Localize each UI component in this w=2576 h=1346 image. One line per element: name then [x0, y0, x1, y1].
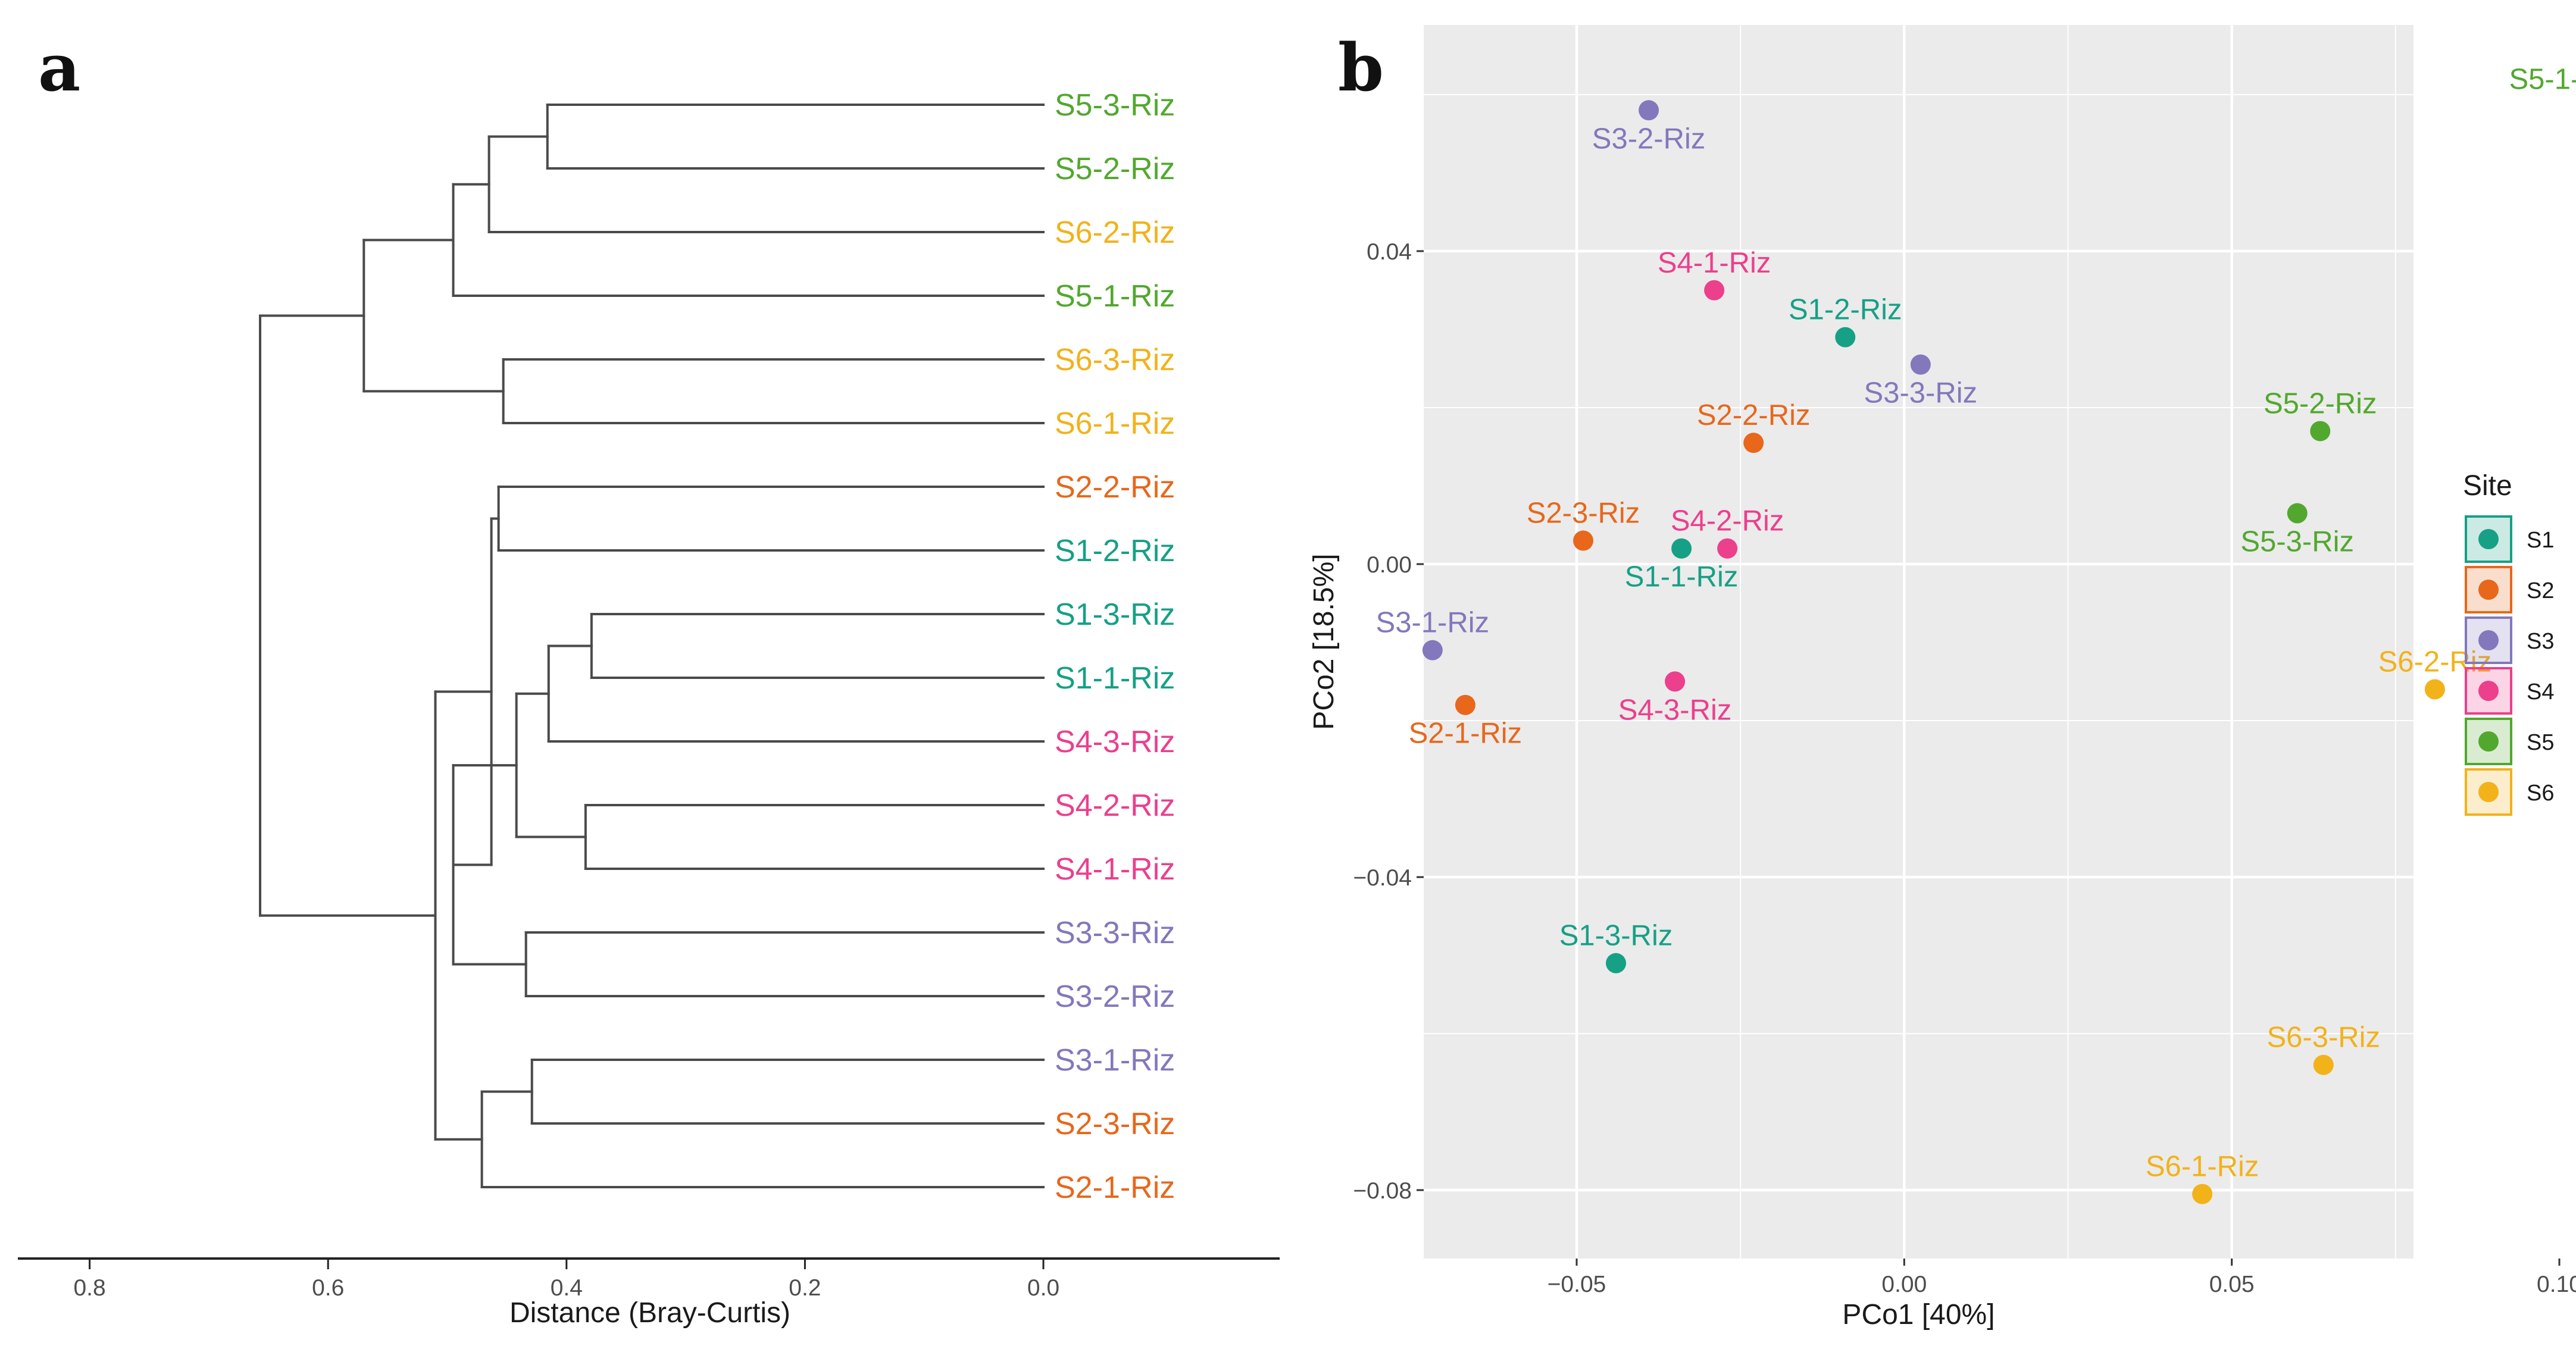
leaf-label: S6-1-Riz	[1055, 406, 1175, 441]
data-point	[1573, 530, 1594, 551]
data-point	[1835, 327, 1856, 348]
x-tick-label: 0.0	[1027, 1275, 1059, 1301]
data-point	[2313, 1054, 2334, 1075]
leaf-label: S6-3-Riz	[1055, 343, 1175, 377]
point-label: S1-2-Riz	[1789, 294, 1902, 326]
leaf-label: S1-1-Riz	[1055, 661, 1175, 696]
x-tick-label: 0.00	[1881, 1272, 1927, 1297]
y-axis-title: PCo2 [18.5%]	[1308, 553, 1340, 730]
legend-key-box	[2465, 616, 2512, 664]
point-label: S1-3-Riz	[1559, 920, 1673, 952]
legend-key-box	[2465, 515, 2512, 563]
data-point	[2192, 1184, 2213, 1204]
leaf-label: S6-2-Riz	[1055, 215, 1175, 250]
leaf-label: S3-1-Riz	[1055, 1043, 1175, 1078]
data-point	[1743, 433, 1764, 453]
data-point	[1665, 671, 1686, 692]
legend-key-dot	[2478, 580, 2499, 600]
leaf-label: S2-2-Riz	[1055, 470, 1175, 505]
data-point	[1910, 354, 1931, 375]
data-point	[1606, 953, 1627, 973]
point-label: S2-3-Riz	[1527, 497, 1640, 530]
x-axis-title: PCo1 [40%]	[1842, 1299, 1994, 1331]
pcoa-scatter-chart: −0.05 0.00 0.05 0.10 −0.08 −0.04 0.00 0.04 PCo1 …	[1308, 25, 2576, 1331]
legend-key-dot	[2478, 630, 2499, 650]
leaf-label: S4-1-Riz	[1055, 852, 1175, 887]
x-tick-label: 0.4	[551, 1275, 583, 1301]
legend-entry-label: S5	[2527, 730, 2554, 755]
leaf-label: S5-1-Riz	[1055, 279, 1175, 314]
point-label: S4-2-Riz	[1671, 505, 1784, 537]
dendrogram-x-axis-title: Distance (Bray-Curtis)	[509, 1297, 790, 1329]
point-label: S1-1-Riz	[1625, 561, 1739, 593]
plot-panel-background	[1424, 25, 2414, 1259]
leaf-label: S5-3-Riz	[1055, 88, 1175, 123]
legend-key-dot	[2478, 681, 2499, 701]
leaf-label: S1-3-Riz	[1055, 597, 1175, 632]
data-point	[1422, 640, 1443, 661]
data-point	[2287, 503, 2308, 524]
leaf-label: S2-1-Riz	[1055, 1170, 1175, 1205]
leaf-label: S4-2-Riz	[1055, 788, 1175, 823]
x-tick-label: 0.8	[73, 1275, 105, 1301]
x-tick-label: 0.05	[2209, 1272, 2255, 1297]
leaf-label: S4-3-Riz	[1055, 725, 1175, 759]
x-tick-label: 0.2	[789, 1275, 821, 1301]
legend-key-dot	[2478, 782, 2499, 802]
legend-title: Site	[2463, 470, 2512, 502]
panel-a-letter: a	[38, 29, 80, 106]
x-tick-label: 0.10	[2537, 1272, 2576, 1297]
point-label: S5-2-Riz	[2264, 387, 2377, 420]
point-label: S5-1-Riz	[2509, 64, 2576, 96]
point-label: S6-1-Riz	[2146, 1151, 2259, 1183]
leaf-label: S2-3-Riz	[1055, 1107, 1175, 1141]
point-label: S3-1-Riz	[1376, 607, 1490, 639]
leaf-label: S3-2-Riz	[1055, 979, 1175, 1014]
point-label: S6-3-Riz	[2266, 1022, 2380, 1054]
leaf-label: S3-3-Riz	[1055, 916, 1175, 950]
x-tick-label: −0.05	[1548, 1272, 1606, 1297]
legend-entry-label: S2	[2527, 578, 2554, 603]
point-label: S4-1-Riz	[1658, 247, 1771, 279]
y-tick-label: −0.04	[1353, 865, 1412, 891]
legend-entry-label: S1	[2527, 528, 2554, 553]
data-point	[1704, 280, 1725, 300]
data-point	[2424, 679, 2445, 700]
data-point	[1671, 538, 1692, 559]
legend-entry-label: S4	[2527, 680, 2554, 705]
data-point	[2310, 421, 2331, 442]
point-label: S5-3-Riz	[2240, 526, 2354, 558]
point-label: S2-1-Riz	[1409, 718, 1523, 750]
legend-key-dot	[2478, 731, 2499, 752]
point-label: S2-2-Riz	[1697, 399, 1811, 431]
point-label: S3-3-Riz	[1864, 377, 1978, 409]
data-point	[1455, 694, 1475, 715]
dendrogram-chart: S5-3-Riz S5-2-Riz S6-2-Riz S5-1-Riz S6-3-Riz…	[18, 88, 1280, 1329]
legend-key-dot	[2478, 529, 2499, 549]
panel-b-letter: b	[1338, 29, 1384, 106]
legend-entry-label: S6	[2527, 781, 2554, 806]
leaf-label: S5-2-Riz	[1055, 152, 1175, 186]
y-tick-label: 0.04	[1367, 239, 1412, 265]
x-tick-label: 0.6	[312, 1275, 344, 1301]
data-point	[1639, 100, 1659, 121]
y-tick-label: 0.00	[1367, 552, 1412, 578]
point-label: S4-3-Riz	[1618, 694, 1732, 726]
point-label: S3-2-Riz	[1592, 123, 1706, 155]
y-tick-label: −0.08	[1353, 1178, 1412, 1204]
data-point	[1717, 538, 1738, 559]
legend-entry-label: S3	[2527, 629, 2554, 654]
leaf-label: S1-2-Riz	[1055, 534, 1175, 568]
